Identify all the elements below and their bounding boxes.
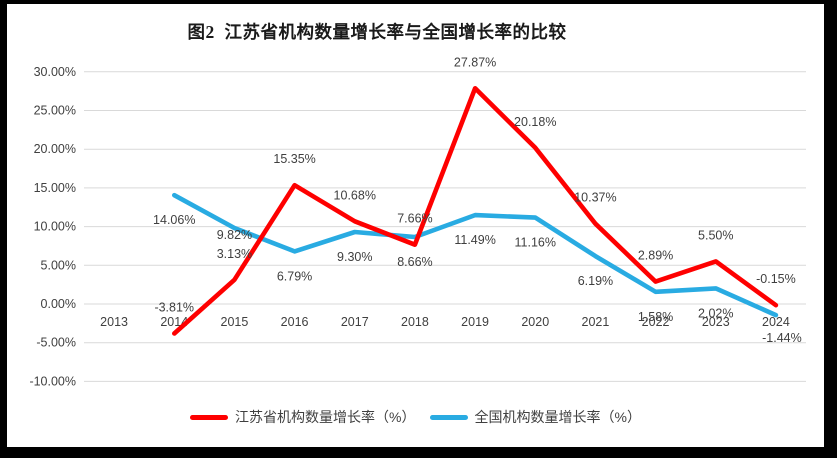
chart-title: 图2 江苏省机构数量增长率与全国增长率的比较 — [187, 22, 567, 42]
y-axis-tick-label: -5.00% — [36, 336, 76, 350]
x-axis-label: 2013 — [100, 315, 128, 329]
legend-label-jiangsu: 江苏省机构数量增长率（%） — [235, 409, 416, 425]
chart-legend: 江苏省机构数量增长率（%） 全国机构数量增长率（%） — [7, 407, 824, 427]
y-axis-tick-label: 10.00% — [34, 220, 76, 234]
jiangsu-growth-line — [172, 86, 779, 336]
data-label: 10.37% — [574, 191, 616, 205]
x-axis-label: 2018 — [401, 315, 429, 329]
x-axis-label: 2017 — [341, 315, 369, 329]
legend-label-national: 全国机构数量增长率（%） — [474, 409, 641, 425]
x-axis-label: 2021 — [582, 315, 610, 329]
data-label: 15.35% — [273, 152, 315, 166]
legend-swatch-national — [429, 414, 468, 420]
data-label: 5.50% — [698, 228, 733, 242]
data-label: 1.58% — [638, 310, 673, 324]
data-label: 2.89% — [638, 249, 673, 263]
y-axis-tick-label: 20.00% — [34, 142, 76, 156]
legend-swatch-jiangsu — [190, 414, 229, 420]
data-label: 14.06% — [153, 213, 195, 227]
legend-item-jiangsu: 江苏省机构数量增长率（%） — [190, 407, 416, 427]
data-label: 7.66% — [397, 212, 432, 226]
x-axis-label: 2019 — [461, 315, 489, 329]
y-axis-tick-label: 5.00% — [41, 258, 76, 272]
data-label: 6.19% — [578, 274, 613, 288]
data-label: 6.79% — [277, 269, 312, 283]
data-label: 11.16% — [515, 236, 556, 250]
x-axis-label: 2020 — [521, 315, 549, 329]
y-axis-tick-label: -10.00% — [29, 374, 76, 388]
data-label: -1.44% — [762, 331, 802, 345]
data-label: -0.15% — [756, 272, 796, 286]
data-label: 3.13% — [217, 247, 252, 261]
legend-item-national: 全国机构数量增长率（%） — [429, 407, 641, 427]
data-label: 11.49% — [454, 233, 495, 247]
data-label: 10.68% — [334, 188, 376, 202]
national-growth-line — [172, 192, 779, 318]
x-axis-label: 2015 — [221, 315, 249, 329]
data-label: 20.18% — [514, 115, 556, 129]
x-axis-label: 2022 — [642, 315, 670, 329]
data-label: 9.82% — [217, 228, 252, 242]
y-axis-tick-label: 25.00% — [34, 104, 76, 118]
x-axis-label: 2023 — [702, 315, 730, 329]
x-axis-label: 2016 — [281, 315, 309, 329]
data-label: 27.87% — [454, 55, 496, 69]
x-axis-label: 2024 — [762, 315, 790, 329]
data-label: 9.30% — [337, 250, 372, 264]
y-axis-tick-label: 30.00% — [34, 65, 76, 79]
chart-canvas — [7, 4, 824, 447]
y-axis-tick-label: 15.00% — [34, 181, 76, 195]
data-label: 8.66% — [397, 255, 432, 269]
data-label: 2.02% — [698, 306, 733, 320]
data-label: -3.81% — [154, 300, 194, 314]
y-axis-tick-label: 0.00% — [41, 297, 76, 311]
